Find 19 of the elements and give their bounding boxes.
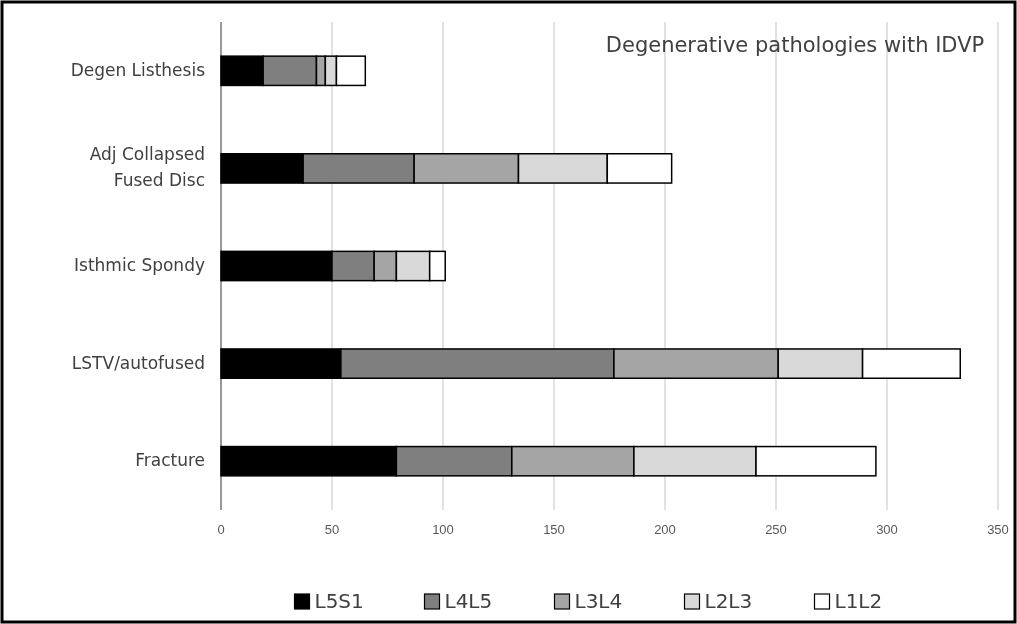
x-tick-label: 300	[876, 522, 898, 537]
text: Degenerative pathologies with IDVP	[605, 33, 985, 57]
x-tick-label: 250	[765, 522, 787, 537]
y-tick-label: Adj Collapsed Fused Disc	[89, 144, 205, 191]
y-tick-label: Isthmic Spondy	[74, 255, 205, 275]
y-tick-label: LSTV/autofused	[71, 352, 205, 373]
legend-label: L4L5	[444, 589, 493, 613]
y-tick-label: Degen Listhesis	[70, 59, 206, 80]
x-tick-label: 350	[987, 522, 1009, 537]
y-tick-label: Fracture	[135, 450, 205, 471]
legend-label: L3L4	[574, 589, 623, 613]
x-tick-label: 150	[543, 522, 565, 537]
legend-label: L2L3	[704, 589, 753, 613]
x-tick-label: 50	[324, 522, 340, 537]
x-tick-label: 200	[654, 522, 676, 537]
legend-label: L5S1	[314, 589, 364, 613]
x-tick-label: 0	[217, 522, 225, 537]
legend-label: L1L2	[834, 589, 883, 613]
x-tick-label: 100	[432, 522, 454, 537]
